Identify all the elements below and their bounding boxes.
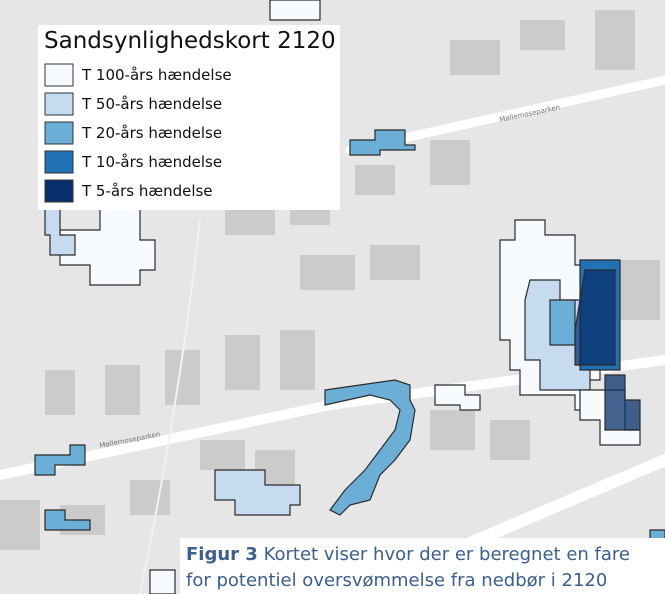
caption-label: Figur 3 <box>186 544 258 565</box>
caption: Figur 3 Kortet viser hvor der er beregne… <box>186 544 630 565</box>
legend: Sandsynlighedskort 2120 T 100-års hændel… <box>38 25 340 210</box>
legend-label: T 50-års hændelse <box>81 95 222 113</box>
legend-label: T 100-års hændelse <box>81 66 232 84</box>
legend-swatch <box>44 179 74 203</box>
buildings <box>0 10 660 550</box>
legend-swatch <box>44 63 74 87</box>
legend-swatch <box>44 92 74 116</box>
legend-label: T 20-års hændelse <box>81 124 222 142</box>
caption-line: for potentiel oversvømmelse fra nedbør i… <box>186 570 607 591</box>
flood-areas <box>34 0 665 594</box>
caption-line: Kortet viser hvor der er beregnet en far… <box>264 544 630 565</box>
legend-swatch <box>44 121 74 145</box>
legend-label: T 5-års hændelse <box>81 182 213 200</box>
legend-swatch <box>44 150 74 174</box>
legend-box <box>38 25 340 210</box>
legend-label: T 10-års hændelse <box>81 153 222 171</box>
caption-box <box>180 538 665 594</box>
legend-title: Sandsynlighedskort 2120 <box>44 28 336 54</box>
